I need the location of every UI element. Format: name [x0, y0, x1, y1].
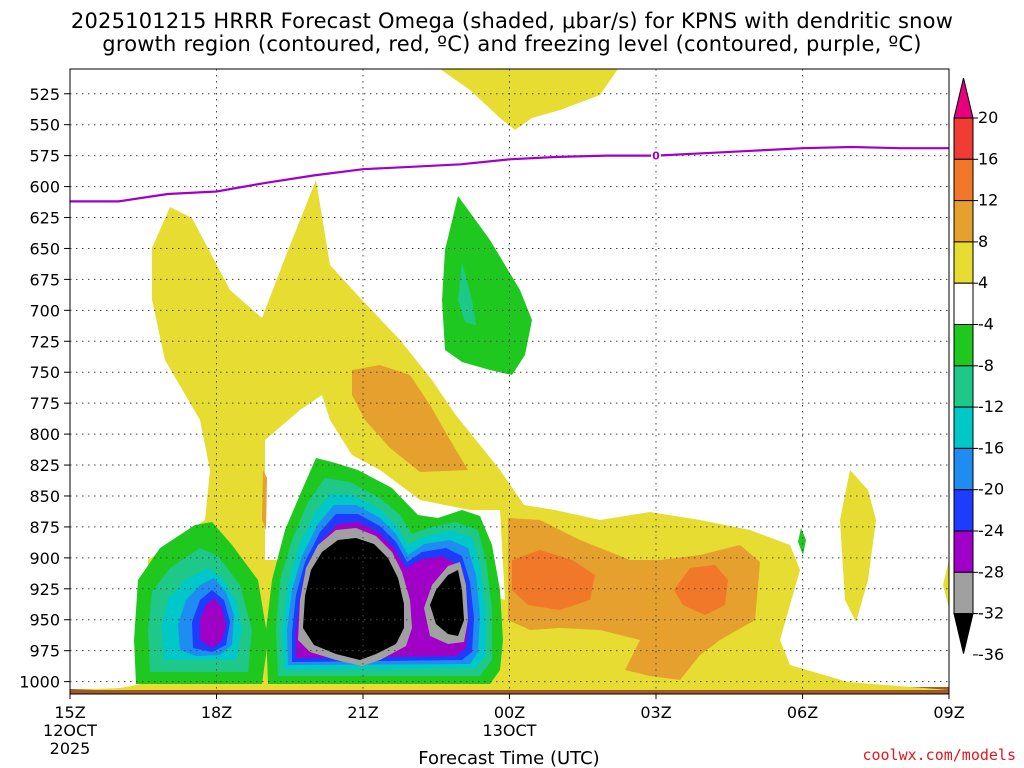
- y-tick-label-925: 925: [29, 580, 60, 599]
- omega-region-negative-4-8-upper: [442, 196, 532, 375]
- y-tick-label-950: 950: [29, 611, 60, 630]
- x-tick-label-15Z: 15Z: [54, 703, 85, 722]
- colorbar-swatch-8: [953, 406, 974, 449]
- colorbar-label-12: -32: [978, 604, 1004, 623]
- colorbar-swatch-4: [953, 241, 974, 284]
- colorbar-label-3: 8: [978, 232, 988, 251]
- x-tick-label-06Z: 06Z: [787, 703, 818, 722]
- x-axis-label: Forecast Time (UTC): [418, 748, 599, 768]
- colorbar-label-11: -28: [978, 562, 1004, 581]
- colorbar-label-1: 16: [978, 149, 998, 168]
- colorbar-swatch-9: [953, 447, 974, 491]
- freezing-level-label-bg: [651, 148, 661, 163]
- omega-region-yellow-cell-east: [840, 470, 876, 622]
- omega-region-positive-12-16-b: [674, 565, 728, 615]
- omega-region-negative-8-12-upper: [458, 262, 476, 325]
- omega-region-positive-8-12-low: [508, 518, 760, 680]
- x-tick-label-18Z: 18Z: [201, 703, 232, 722]
- freezing-level-label: 0: [652, 150, 660, 163]
- omega-region-orange-sliver: [262, 470, 267, 530]
- y-tick-label-775: 775: [29, 394, 60, 413]
- y-tick-label-975: 975: [29, 642, 60, 661]
- colorbar-top-arrow: [953, 77, 974, 119]
- y-tick-label-1000: 1000: [19, 673, 60, 692]
- omega-region-upper-yellow: [440, 69, 618, 130]
- colorbar-swatch-11: [953, 530, 974, 573]
- y-tick-label-575: 575: [29, 147, 60, 166]
- gridlines: [70, 69, 949, 694]
- freezing-level-contour: [70, 145, 949, 203]
- y-tick-label-875: 875: [29, 518, 60, 537]
- chart-title-line2: growth region (contoured, red, ºC) and f…: [102, 32, 922, 56]
- y-tick-label-825: 825: [29, 456, 60, 475]
- colorbar-swatch-2: [953, 158, 974, 202]
- x-tick-date-13OCT: 13OCT: [483, 721, 537, 740]
- y-tick-label-800: 800: [29, 425, 60, 444]
- x-tick-year-2025: 2025: [50, 739, 91, 758]
- colorbar-swatch-12: [953, 571, 974, 615]
- colorbar-label-2: 12: [978, 191, 998, 210]
- colorbar-label-5: -4: [978, 315, 994, 334]
- colorbar-swatch-7: [953, 365, 974, 408]
- colorbar-label-8: -16: [978, 438, 1004, 457]
- colorbar: 20 16 12 8 4 -4 -8 -12 -16 -20 -24 -28 -32 -36: [953, 77, 1004, 664]
- x-tick-label-21Z: 21Z: [347, 703, 378, 722]
- x-tick-label-03Z: 03Z: [640, 703, 671, 722]
- colorbar-label-0: 20: [978, 108, 998, 127]
- y-axis: 525 550 575 600 625 650 675 700 725 750 775 800 825 8…: [19, 85, 70, 692]
- y-tick-label-850: 850: [29, 487, 60, 506]
- colorbar-label-13: -36: [978, 645, 1004, 664]
- y-tick-label-650: 650: [29, 239, 60, 258]
- omega-region-positive-8-12-mid: [352, 365, 468, 472]
- colorbar-swatch-5: [953, 282, 974, 326]
- x-tick-label-09Z: 09Z: [933, 703, 964, 722]
- y-tick-label-525: 525: [29, 85, 60, 104]
- y-tick-label-750: 750: [29, 363, 60, 382]
- y-tick-label-675: 675: [29, 270, 60, 289]
- colorbar-bottom-arrow: [953, 613, 974, 654]
- y-tick-label-600: 600: [29, 178, 60, 197]
- colorbar-swatch-10: [953, 489, 974, 532]
- colorbar-swatch-6: [953, 324, 974, 367]
- omega-region-yellow-cell-edge: [943, 560, 949, 608]
- omega-region-green-dot: [798, 528, 806, 555]
- credit-text: coolwx.com/models: [862, 746, 1016, 764]
- colorbar-label-9: -20: [978, 480, 1004, 499]
- colorbar-label-7: -12: [978, 397, 1004, 416]
- omega-region-positive-12-16-a: [512, 550, 595, 610]
- omega-cell-west-l6: [200, 598, 226, 648]
- chart-title-line1: 2025101215 HRRR Forecast Omega (shaded, …: [70, 9, 954, 33]
- omega-shading: [70, 69, 949, 694]
- y-tick-label-725: 725: [29, 332, 60, 351]
- y-tick-label-550: 550: [29, 116, 60, 135]
- colorbar-label-4: 4: [978, 273, 988, 292]
- omega-cell-central-core-right: [430, 570, 464, 636]
- y-tick-label-700: 700: [29, 301, 60, 320]
- omega-cell-central-core-left: [303, 538, 404, 660]
- colorbar-label-6: -8: [978, 356, 994, 375]
- y-tick-label-625: 625: [29, 209, 60, 228]
- colorbar-label-10: -24: [978, 521, 1004, 540]
- x-tick-date-12OCT: 12OCT: [43, 721, 97, 740]
- y-tick-label-900: 900: [29, 549, 60, 568]
- x-tick-label-00Z: 00Z: [494, 703, 525, 722]
- colorbar-swatch-3: [953, 200, 974, 243]
- colorbar-swatch-1: [953, 117, 974, 160]
